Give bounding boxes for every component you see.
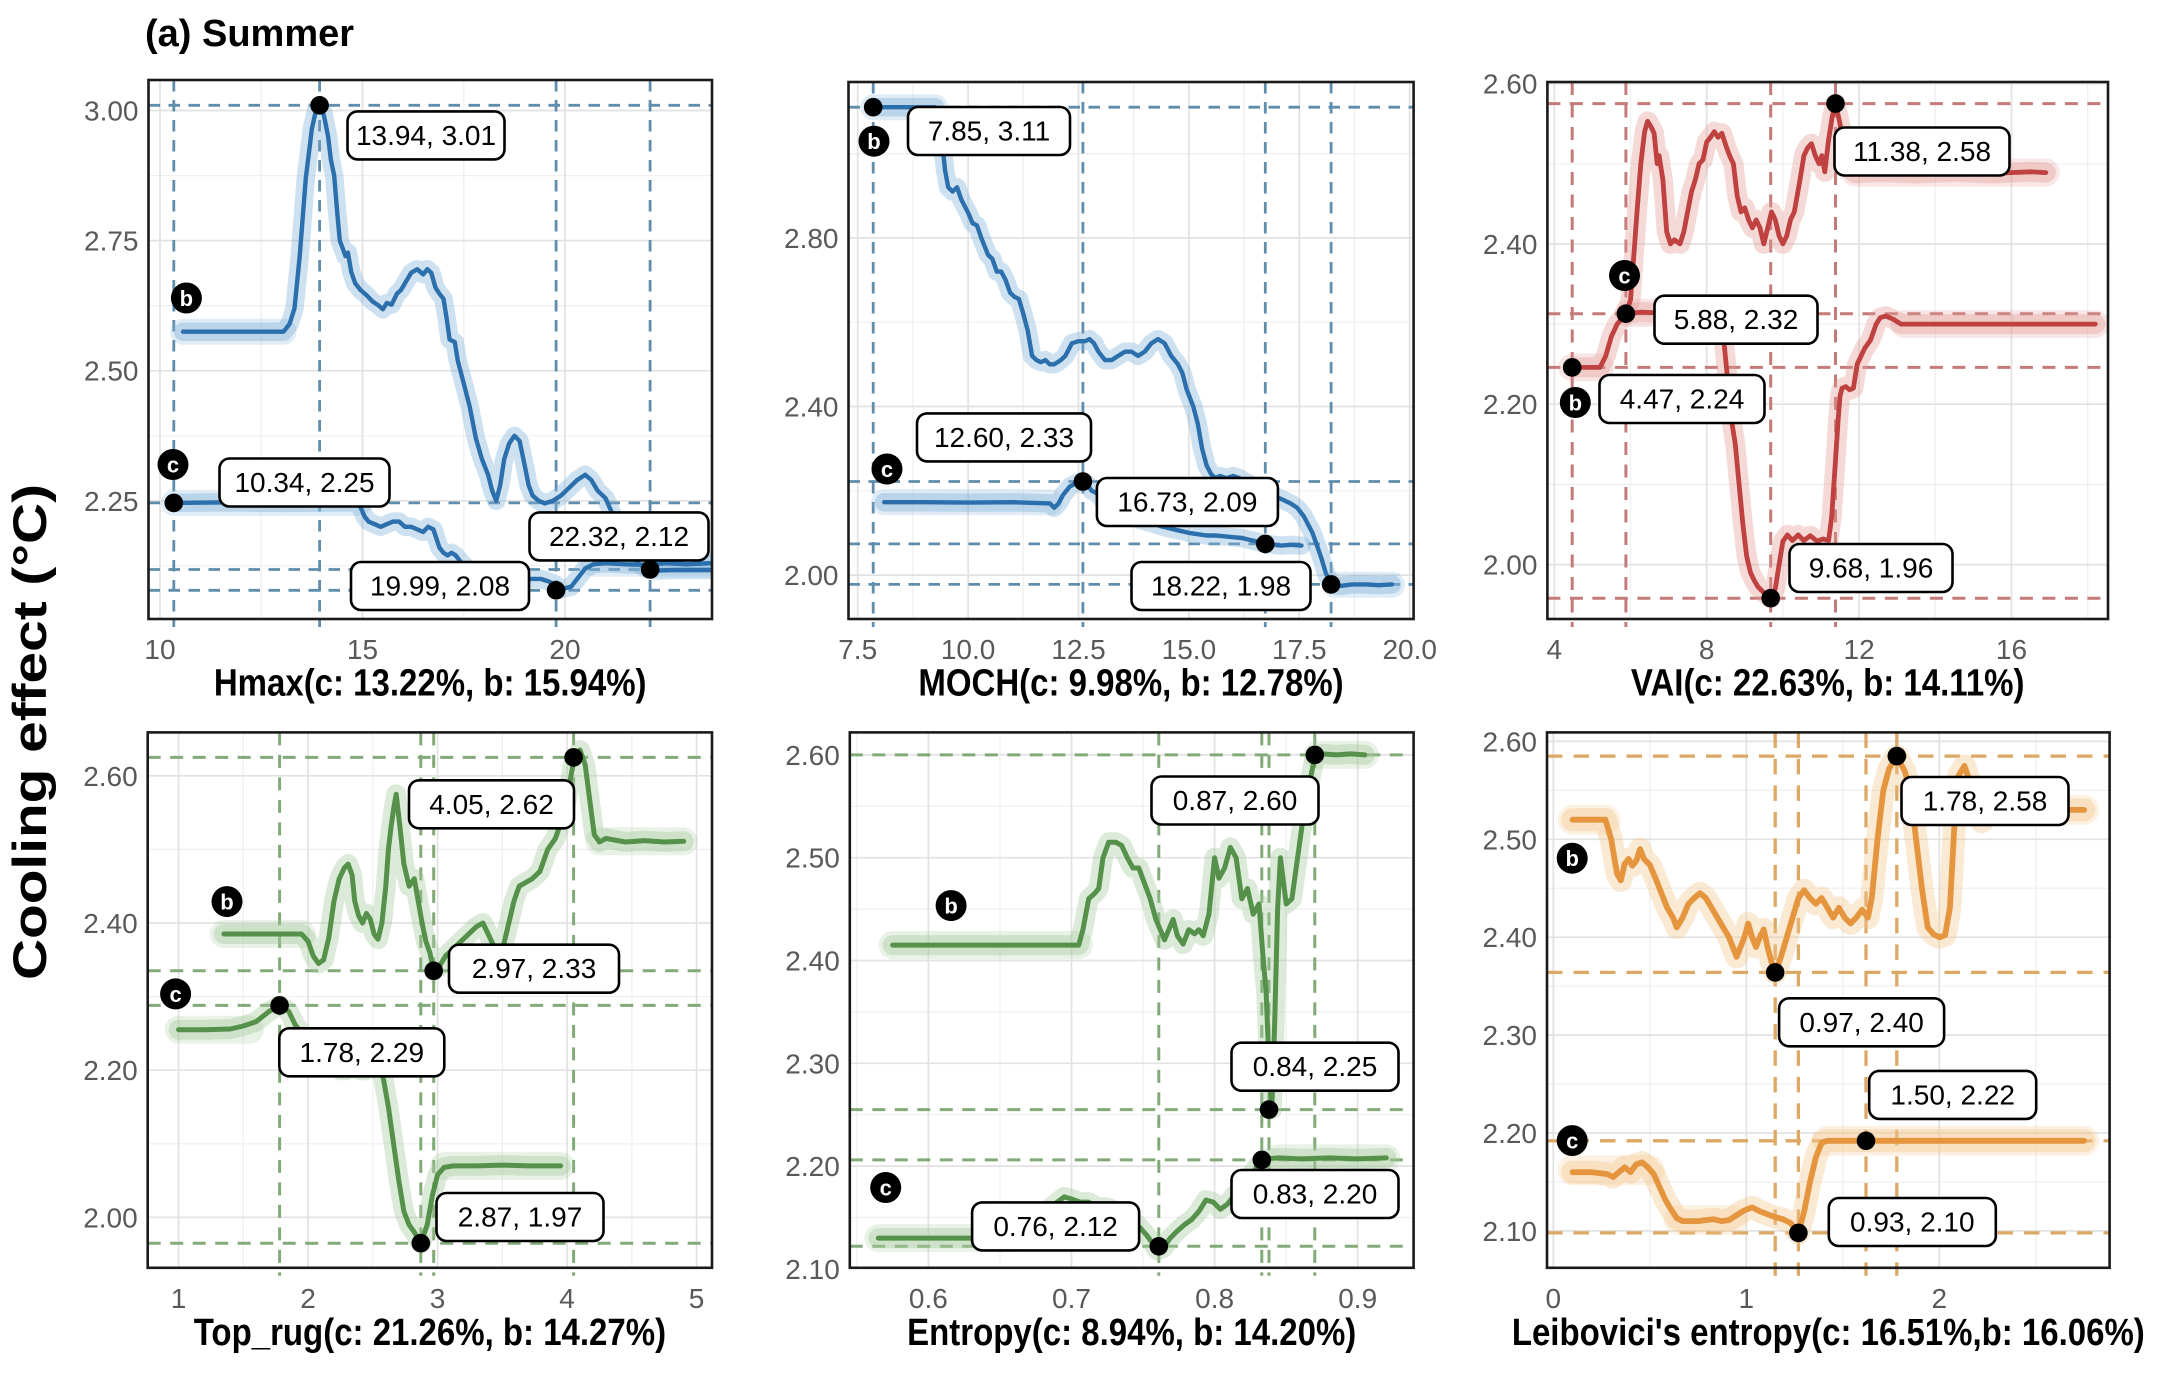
svg-text:5: 5 [689, 1283, 705, 1314]
svg-text:1: 1 [1739, 1283, 1755, 1314]
svg-text:9.68, 1.96: 9.68, 1.96 [1809, 553, 1934, 584]
svg-text:2.20: 2.20 [1483, 389, 1538, 420]
svg-text:2.10: 2.10 [785, 1254, 840, 1285]
svg-text:12.5: 12.5 [1051, 634, 1106, 665]
svg-text:Entropy(c: 8.94%, b: 14.20%): Entropy(c: 8.94%, b: 14.20%) [907, 1311, 1356, 1354]
svg-text:2.75: 2.75 [84, 226, 139, 257]
svg-text:2.60: 2.60 [1483, 726, 1538, 757]
svg-text:22.32, 2.12: 22.32, 2.12 [549, 521, 689, 552]
svg-text:2.50: 2.50 [1483, 824, 1538, 855]
svg-text:1.50, 2.22: 1.50, 2.22 [1890, 1079, 2015, 1110]
svg-text:2.40: 2.40 [784, 392, 839, 423]
svg-text:2: 2 [300, 1283, 316, 1314]
svg-text:8: 8 [1699, 634, 1715, 665]
svg-text:0.76, 2.12: 0.76, 2.12 [993, 1211, 1118, 1242]
svg-text:2.20: 2.20 [83, 1055, 138, 1086]
svg-text:10: 10 [144, 634, 175, 665]
svg-text:4: 4 [559, 1283, 575, 1314]
svg-text:4.47, 2.24: 4.47, 2.24 [1620, 384, 1745, 415]
svg-text:2.40: 2.40 [1483, 229, 1538, 260]
svg-text:12.60, 2.33: 12.60, 2.33 [934, 422, 1074, 453]
svg-text:c: c [1566, 1129, 1578, 1154]
svg-text:b: b [1569, 391, 1582, 416]
svg-text:c: c [167, 453, 179, 478]
svg-text:16.73, 2.09: 16.73, 2.09 [1117, 487, 1257, 518]
svg-text:1.78, 2.58: 1.78, 2.58 [1923, 786, 2048, 817]
svg-text:0.97, 2.40: 0.97, 2.40 [1799, 1007, 1924, 1038]
svg-text:2.40: 2.40 [83, 908, 138, 939]
svg-text:MOCH(c: 9.98%, b: 12.78%): MOCH(c: 9.98%, b: 12.78%) [918, 661, 1343, 704]
svg-text:0.84, 2.25: 0.84, 2.25 [1253, 1051, 1378, 1082]
svg-text:2: 2 [1932, 1283, 1948, 1314]
svg-text:2.10: 2.10 [1483, 1216, 1538, 1247]
svg-text:17.5: 17.5 [1272, 634, 1327, 665]
svg-text:7.5: 7.5 [838, 634, 877, 665]
svg-text:2.60: 2.60 [83, 761, 138, 792]
svg-text:1: 1 [171, 1283, 187, 1314]
svg-text:Hmax(c: 13.22%, b: 15.94%): Hmax(c: 13.22%, b: 15.94%) [214, 661, 647, 704]
svg-text:2.20: 2.20 [785, 1151, 840, 1182]
svg-text:2.50: 2.50 [785, 843, 840, 874]
svg-text:0.6: 0.6 [909, 1283, 948, 1314]
svg-text:0.9: 0.9 [1338, 1283, 1377, 1314]
svg-text:b: b [220, 890, 233, 915]
svg-text:(a) Summer: (a) Summer [145, 13, 354, 55]
svg-text:c: c [1618, 264, 1630, 289]
svg-text:12: 12 [1844, 634, 1875, 665]
svg-text:2.20: 2.20 [1483, 1118, 1538, 1149]
svg-text:2.60: 2.60 [1483, 69, 1538, 100]
svg-text:Leibovici's entropy(c: 16.51%,: Leibovici's entropy(c: 16.51%,b: 16.06%) [1512, 1311, 2145, 1354]
svg-text:2.50: 2.50 [84, 356, 139, 387]
svg-text:2.40: 2.40 [785, 946, 840, 977]
svg-text:b: b [867, 129, 880, 154]
svg-text:4.05, 2.62: 4.05, 2.62 [429, 789, 554, 820]
svg-text:0.7: 0.7 [1052, 1283, 1091, 1314]
svg-text:3.00: 3.00 [84, 96, 139, 127]
svg-text:10.0: 10.0 [941, 634, 996, 665]
svg-text:2.60: 2.60 [785, 740, 840, 771]
svg-text:15.0: 15.0 [1162, 634, 1217, 665]
svg-text:2.97, 2.33: 2.97, 2.33 [472, 953, 597, 984]
svg-text:0.8: 0.8 [1195, 1283, 1234, 1314]
svg-text:1.78, 2.29: 1.78, 2.29 [300, 1037, 425, 1068]
svg-text:2.00: 2.00 [83, 1202, 138, 1233]
svg-text:b: b [180, 286, 193, 311]
svg-text:5.88, 2.32: 5.88, 2.32 [1674, 304, 1799, 335]
svg-text:0.83, 2.20: 0.83, 2.20 [1253, 1179, 1378, 1210]
svg-text:0.93, 2.10: 0.93, 2.10 [1850, 1207, 1975, 1238]
svg-text:2.30: 2.30 [785, 1048, 840, 1079]
svg-text:2.80: 2.80 [784, 223, 839, 254]
svg-text:Cooling effect (°C): Cooling effect (°C) [4, 484, 56, 980]
svg-text:20: 20 [549, 634, 580, 665]
svg-text:c: c [169, 982, 181, 1007]
svg-text:0: 0 [1546, 1283, 1562, 1314]
svg-text:11.38, 2.58: 11.38, 2.58 [1853, 136, 1991, 167]
svg-text:2.40: 2.40 [1483, 922, 1538, 953]
svg-text:Top_rug(c: 21.26%, b: 14.27%): Top_rug(c: 21.26%, b: 14.27%) [194, 1311, 666, 1354]
svg-text:20.0: 20.0 [1382, 634, 1437, 665]
svg-text:16: 16 [1996, 634, 2027, 665]
svg-text:c: c [881, 457, 893, 482]
svg-text:13.94, 3.01: 13.94, 3.01 [356, 120, 496, 151]
svg-text:3: 3 [430, 1283, 446, 1314]
svg-text:19.99, 2.08: 19.99, 2.08 [370, 571, 510, 602]
svg-text:4: 4 [1547, 634, 1563, 665]
svg-text:2.30: 2.30 [1483, 1020, 1538, 1051]
svg-text:c: c [880, 1176, 892, 1201]
svg-text:2.25: 2.25 [84, 486, 139, 517]
svg-text:2.87, 1.97: 2.87, 1.97 [458, 1202, 583, 1233]
svg-text:2.00: 2.00 [1483, 550, 1538, 581]
svg-text:VAI(c: 22.63%, b: 14.11%): VAI(c: 22.63%, b: 14.11%) [1631, 661, 2025, 704]
svg-text:b: b [1565, 846, 1578, 871]
svg-text:b: b [944, 894, 957, 919]
svg-text:0.87, 2.60: 0.87, 2.60 [1173, 785, 1298, 816]
svg-text:18.22, 1.98: 18.22, 1.98 [1151, 571, 1291, 602]
svg-text:2.00: 2.00 [784, 560, 839, 591]
svg-text:7.85, 3.11: 7.85, 3.11 [928, 116, 1050, 147]
svg-text:10.34, 2.25: 10.34, 2.25 [234, 467, 374, 498]
svg-text:15: 15 [347, 634, 378, 665]
